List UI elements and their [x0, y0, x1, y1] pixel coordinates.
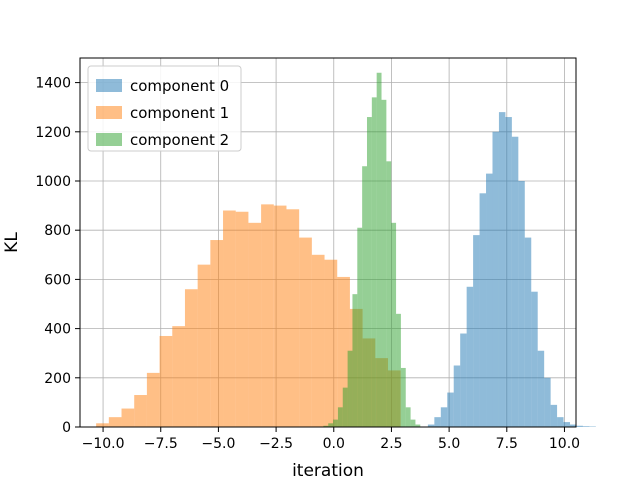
histogram-bar — [391, 222, 397, 427]
histogram-bar — [362, 166, 367, 428]
histogram-bar — [557, 417, 564, 427]
histogram-bar — [223, 210, 236, 427]
histogram-bar — [524, 237, 532, 427]
histogram-bar — [440, 407, 448, 427]
histogram-bar — [434, 417, 441, 427]
histogram-bar — [400, 367, 406, 427]
histogram-bar — [381, 99, 387, 427]
y-tick-label: 0 — [62, 420, 71, 436]
histogram-bar — [376, 72, 382, 427]
histogram-bar — [427, 424, 435, 427]
histogram-bar — [184, 289, 198, 427]
histogram-bar — [447, 392, 454, 427]
histogram-bar — [366, 117, 372, 427]
histogram-bar — [505, 117, 512, 427]
histogram-bar — [498, 112, 506, 428]
x-tick-label: 0.0 — [323, 436, 345, 452]
series-2-bars — [323, 72, 421, 428]
histogram-bar — [405, 407, 411, 427]
histogram-bar — [146, 372, 160, 427]
y-tick-label: 1000 — [35, 174, 71, 190]
plot-frame — [79, 57, 577, 428]
histogram-bar — [273, 205, 287, 427]
legend-swatch — [96, 79, 122, 92]
histogram-bar — [311, 254, 325, 427]
histogram-bar — [386, 161, 392, 427]
x-tick-label: 2.5 — [380, 436, 402, 452]
histogram-bar — [333, 419, 338, 427]
y-tick-label: 400 — [44, 322, 71, 338]
legend-swatch — [96, 106, 122, 119]
y-tick-label: 1200 — [35, 125, 71, 141]
histogram-bar — [352, 294, 358, 427]
histogram-bar — [582, 426, 590, 427]
histogram-bar — [473, 235, 480, 427]
histogram-bar — [531, 291, 538, 427]
histogram-bar — [337, 407, 343, 427]
histogram-bar — [235, 211, 249, 427]
y-tick-label: 1400 — [35, 76, 71, 92]
legend-label: component 0 — [130, 77, 229, 95]
histogram-bar — [479, 193, 487, 427]
histogram-bar — [396, 313, 401, 427]
histogram-bar — [576, 425, 583, 427]
histogram-bar — [108, 417, 122, 427]
histogram-bar — [328, 423, 334, 427]
histogram-bar — [159, 335, 173, 427]
histogram-bar — [342, 387, 348, 427]
histogram-bar — [544, 377, 551, 427]
histogram-bars — [96, 72, 596, 428]
x-tick-label: 7.5 — [496, 436, 518, 452]
x-axis-label: iteration — [292, 461, 364, 480]
histogram-bar — [550, 404, 558, 427]
histogram-bar — [197, 264, 211, 427]
histogram-bar — [415, 424, 421, 427]
histogram-bar — [299, 237, 312, 427]
histogram-bar — [466, 286, 474, 427]
histogram-bar — [537, 350, 545, 427]
histogram-bar — [486, 173, 493, 427]
y-tick-label: 800 — [44, 223, 71, 239]
histogram-bar — [248, 222, 262, 427]
histogram-bar — [453, 365, 461, 427]
histogram-bar — [357, 227, 363, 427]
x-tick-label: 10.0 — [549, 436, 580, 452]
histogram-bar — [492, 131, 499, 428]
histogram-bar — [210, 240, 224, 427]
y-tick-label: 600 — [44, 272, 71, 288]
x-tick-label: −7.5 — [144, 436, 178, 452]
histogram-bar — [324, 259, 338, 427]
histogram-bar — [121, 408, 135, 427]
histogram-bar — [347, 350, 353, 427]
histogram-bar — [172, 326, 185, 427]
histogram-bar — [371, 97, 377, 428]
y-tick-label: 200 — [44, 371, 71, 387]
legend-label: component 1 — [130, 104, 229, 122]
x-tick-label: 5.0 — [438, 436, 460, 452]
legend-swatch — [96, 133, 122, 146]
histogram-bar — [511, 136, 519, 427]
legend-label: component 2 — [130, 131, 229, 149]
x-axis-ticks: −10.0 −7.5 −5.0 −2.5 0.0 2.5 5.0 7.5 10.0 — [82, 427, 580, 452]
y-axis-ticks: 0 200 400 600 800 1000 1200 1400 — [35, 76, 80, 436]
histogram-bar — [410, 419, 416, 427]
y-axis-label: KL — [2, 232, 22, 253]
legend-box — [87, 65, 242, 152]
histogram-bar — [261, 204, 274, 427]
histogram-bar — [96, 423, 109, 427]
x-tick-label: −2.5 — [259, 436, 293, 452]
x-tick-label: −5.0 — [201, 436, 235, 452]
histogram-bar — [134, 395, 147, 427]
histogram-bar — [563, 422, 571, 427]
histogram-bar — [518, 181, 525, 427]
series-0-bars — [427, 112, 596, 428]
histogram-bar — [323, 425, 329, 427]
legend: component 0 component 1 component 2 — [87, 65, 242, 152]
histogram-bar — [460, 333, 467, 427]
histogram-bar — [286, 209, 300, 427]
x-tick-label: −10.0 — [82, 436, 125, 452]
histogram-bar — [570, 424, 577, 427]
